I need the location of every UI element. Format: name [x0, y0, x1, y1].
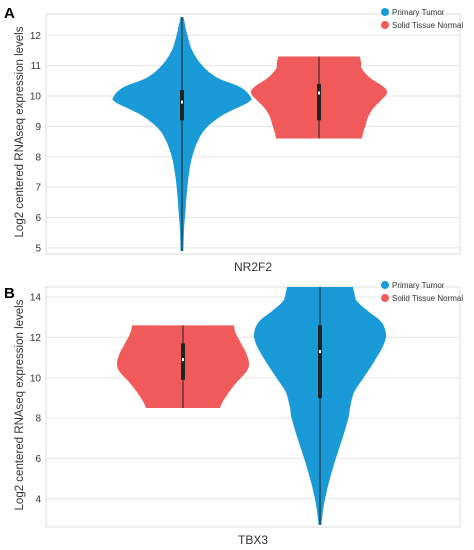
- y-tick-label: 11: [31, 61, 42, 72]
- y-tick-label: 8: [35, 152, 41, 163]
- y-tick-label: 10: [30, 373, 42, 384]
- panel-b-legend: Primary Tumor Solid Tissue Normal: [381, 281, 463, 303]
- y-tick-label: 8: [35, 414, 41, 425]
- panel-a: A 5 6 7 8 9 10 11 12 Log2 centered RNAseq expre…: [4, 5, 463, 274]
- violin-median: [182, 358, 184, 362]
- y-tick-label: 14: [30, 293, 42, 304]
- y-tick-label: 12: [30, 333, 42, 344]
- legend-marker-primary-tumor: [381, 8, 389, 16]
- panel-a-x-axis-label: NR2F2: [234, 260, 272, 274]
- y-tick-label: 5: [35, 243, 41, 254]
- panel-a-legend: Primary Tumor Solid Tissue Normal: [381, 8, 463, 30]
- panel-a-y-axis-label: Log2 centered RNAseq expression levels: [14, 26, 26, 237]
- violin-iqr-box: [181, 343, 185, 380]
- y-tick-label: 12: [30, 31, 42, 42]
- legend-label-solid-tissue-normal: Solid Tissue Normal: [392, 21, 463, 30]
- panel-a-plot-area: [45, 13, 461, 255]
- panel-b-x-axis-label: TBX3: [238, 533, 268, 547]
- violin-median: [318, 91, 320, 95]
- violin-median: [181, 100, 183, 104]
- y-tick-label: 4: [35, 494, 41, 505]
- panel-b: B 4 6 8 10 12 14 Log2 centered RNAseq express…: [4, 281, 463, 547]
- y-tick-label: 6: [35, 213, 41, 224]
- y-tick-label: 6: [35, 454, 41, 465]
- y-tick-label: 9: [35, 122, 41, 133]
- y-tick-label: 7: [35, 183, 41, 194]
- legend-marker-solid-tissue-normal: [381, 21, 389, 29]
- panel-b-plot-area: [45, 286, 461, 528]
- legend-label-primary-tumor: Primary Tumor: [392, 281, 445, 290]
- violin-iqr-box: [317, 83, 321, 121]
- legend-label-solid-tissue-normal: Solid Tissue Normal: [392, 294, 463, 303]
- legend-marker-primary-tumor: [381, 281, 389, 289]
- y-tick-label: 10: [30, 92, 42, 103]
- panel-a-label: A: [4, 5, 15, 22]
- violin-iqr-box: [180, 89, 184, 121]
- legend-label-primary-tumor: Primary Tumor: [392, 8, 445, 17]
- panel-b-label: B: [4, 285, 15, 302]
- violin-median: [319, 350, 321, 354]
- legend-marker-solid-tissue-normal: [381, 294, 389, 302]
- panel-b-y-axis-label: Log2 centered RNAseq expression levels: [14, 299, 26, 510]
- violin-iqr-box: [318, 325, 322, 398]
